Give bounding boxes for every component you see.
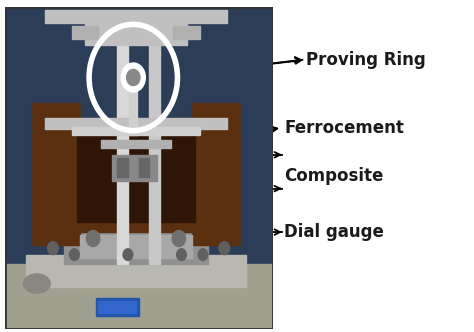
Bar: [31, 103, 80, 245]
Circle shape: [70, 249, 79, 260]
Bar: [85, 20, 187, 45]
Circle shape: [123, 249, 133, 260]
Circle shape: [219, 242, 230, 255]
Bar: [138, 158, 149, 177]
Text: Proving Ring: Proving Ring: [306, 51, 426, 69]
Bar: [45, 118, 227, 129]
Bar: [117, 13, 128, 264]
Circle shape: [86, 230, 100, 247]
Text: Ferrocement: Ferrocement: [284, 119, 404, 137]
Bar: [112, 155, 157, 181]
Bar: [192, 103, 240, 245]
Bar: [99, 301, 136, 313]
Circle shape: [47, 242, 58, 255]
Circle shape: [121, 63, 146, 92]
Bar: [5, 264, 273, 329]
Bar: [77, 135, 195, 222]
Bar: [96, 298, 138, 316]
Bar: [173, 26, 200, 39]
Ellipse shape: [24, 274, 50, 293]
Circle shape: [172, 230, 185, 247]
Circle shape: [198, 249, 208, 260]
Bar: [45, 10, 227, 23]
Bar: [72, 127, 200, 135]
Bar: [117, 158, 128, 177]
Bar: [80, 235, 192, 258]
Bar: [58, 126, 214, 232]
Bar: [26, 255, 246, 287]
Circle shape: [177, 249, 186, 260]
Circle shape: [127, 69, 140, 86]
Bar: [129, 77, 137, 135]
Text: Dial gauge: Dial gauge: [284, 223, 384, 241]
Bar: [101, 140, 171, 148]
Text: Composite: Composite: [284, 167, 384, 185]
Bar: [72, 26, 99, 39]
Bar: [64, 232, 208, 264]
Bar: [149, 13, 160, 264]
